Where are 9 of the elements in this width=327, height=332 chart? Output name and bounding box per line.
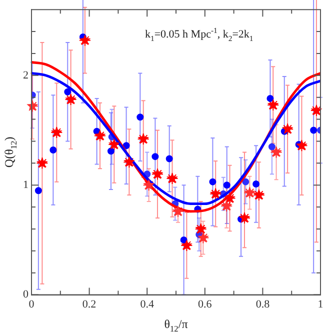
x-tick-label: 0.4 bbox=[140, 298, 154, 310]
x-tick-label: 1 bbox=[318, 298, 324, 310]
x-tick-label: 0.8 bbox=[256, 298, 270, 310]
x-tick-label: 0.6 bbox=[198, 298, 212, 310]
y-tick-label: 0 bbox=[23, 288, 29, 301]
y-axis-title: Q(θ12) bbox=[2, 136, 19, 168]
y-tick-label: 1 bbox=[23, 179, 28, 191]
x-tick-label: 0.2 bbox=[82, 298, 96, 310]
y-tick-label: 2 bbox=[23, 69, 28, 82]
